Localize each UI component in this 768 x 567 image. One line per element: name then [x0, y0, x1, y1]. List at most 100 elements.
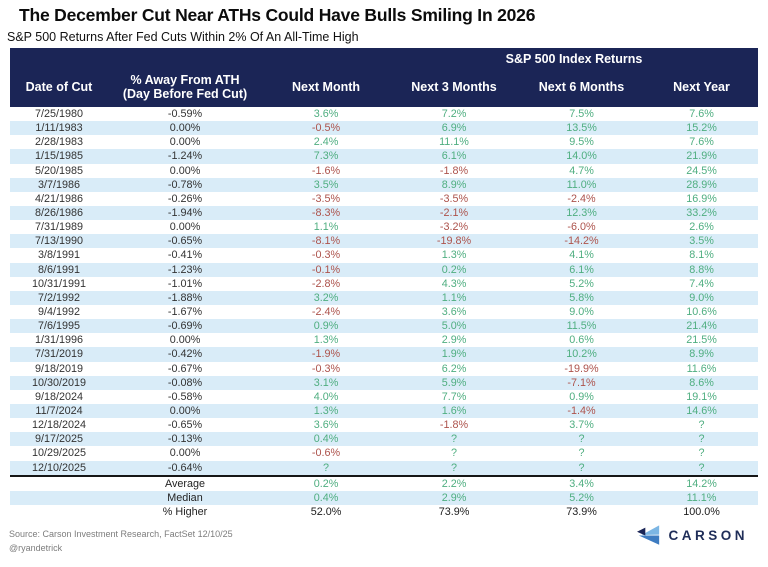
cell-date: 10/29/2025	[31, 447, 87, 460]
cell-date: 9/17/2025	[34, 433, 84, 446]
cell-next-6-months: 13.5%	[566, 122, 597, 135]
cell-next-month: -3.5%	[311, 192, 341, 205]
cell-next-3-months: 6.2%	[441, 362, 467, 375]
table-row: 8/26/1986 -1.94% -8.3% -2.1% 12.3% 33.2%	[10, 205, 758, 221]
column-header-next-3-months: Next 3 Months	[411, 80, 497, 94]
cell-away-from-ath: -0.65%	[167, 419, 203, 432]
cell-next-3-months: ?	[450, 433, 457, 446]
table-row: 1/11/1983 0.00% -0.5% 6.9% 13.5% 15.2%	[10, 121, 758, 136]
column-header-next-year: Next Year	[673, 80, 730, 94]
cell-date: 9/4/1992	[37, 306, 81, 319]
carson-logo: CARSON	[637, 525, 748, 546]
cell-date: 11/7/2024	[35, 405, 83, 418]
cell-next-year: 33.2%	[686, 207, 717, 220]
cell-next-3-months: 2.9%	[441, 491, 467, 504]
cell-next-year: 21.9%	[686, 150, 717, 163]
summary-row: Average 0.2% 2.2% 3.4% 14.2%	[10, 477, 758, 491]
cell-away-from-ath: -1.94%	[167, 207, 203, 220]
carson-logo-icon	[637, 525, 660, 545]
cell-next-6-months: 5.2%	[569, 491, 594, 504]
cell-next-year: 8.8%	[689, 263, 714, 276]
cell-next-year: 19.1%	[686, 390, 717, 403]
cell-date: 3/7/1986	[37, 178, 81, 191]
cell-next-year: 10.6%	[686, 306, 717, 319]
cell-date: 8/6/1991	[37, 263, 81, 276]
cell-date: 12/10/2025	[31, 461, 87, 474]
table-row: 7/2/1992 -1.88% 3.2% 1.1% 5.8% 9.0%	[10, 290, 758, 305]
cell-next-6-months: 73.9%	[566, 506, 597, 518]
cell-next-year: 9.0%	[689, 291, 714, 304]
cell-next-6-months: ?	[578, 461, 585, 474]
table-row: 4/21/1986 -0.26% -3.5% -3.5% -2.4% 16.9%	[10, 192, 758, 206]
summary-row: % Higher 52.0% 73.9% 73.9% 100.0%	[10, 505, 758, 519]
cell-away-from-ath: 0.00%	[169, 447, 201, 460]
summary-label: Median	[167, 491, 203, 504]
cell-date: 7/13/1990	[34, 235, 84, 248]
cell-next-month: 0.4%	[313, 491, 339, 504]
cell-date: 3/8/1991	[37, 249, 81, 262]
cell-next-6-months: 0.6%	[569, 334, 594, 347]
column-header-away: % Away From ATH (Day Before Fed Cut)	[122, 72, 248, 101]
chart-subtitle: S&P 500 Returns After Fed Cuts Within 2%…	[7, 30, 359, 44]
table-row: 1/15/1985 -1.24% 7.3% 6.1% 14.0% 21.9%	[10, 149, 758, 164]
cell-next-6-months: -1.4%	[567, 405, 596, 418]
cell-next-3-months: 2.2%	[441, 477, 467, 490]
cell-next-month: -1.6%	[311, 164, 341, 177]
cell-next-3-months: 7.7%	[441, 390, 467, 403]
cell-next-6-months: 11.5%	[566, 320, 597, 333]
cell-next-month: 0.9%	[313, 320, 339, 333]
cell-next-3-months: 0.2%	[441, 263, 467, 276]
cell-next-month: 3.2%	[313, 291, 339, 304]
cell-next-3-months: -2.1%	[439, 207, 469, 220]
cell-next-year: 24.5%	[686, 164, 717, 177]
cell-next-6-months: 4.1%	[569, 249, 594, 262]
cell-next-year: 21.4%	[686, 320, 717, 333]
cell-next-month: -0.3%	[311, 362, 341, 375]
cell-next-6-months: 3.7%	[569, 419, 594, 432]
cell-away-from-ath: 0.00%	[169, 405, 201, 418]
cell-next-6-months: 5.2%	[569, 277, 594, 290]
cell-away-from-ath: -1.24%	[167, 150, 203, 163]
cell-date: 7/2/1992	[37, 291, 81, 304]
cell-next-month: 4.0%	[313, 390, 339, 403]
cell-next-3-months: 8.9%	[441, 178, 467, 191]
cell-next-month: 3.1%	[313, 376, 339, 389]
cell-next-6-months: 0.9%	[569, 390, 594, 403]
table-row: 2/28/1983 0.00% 2.4% 11.1% 9.5% 7.6%	[10, 135, 758, 149]
cell-date: 12/18/2024	[31, 419, 87, 432]
cell-next-6-months: -2.4%	[567, 192, 596, 205]
cell-next-year: 2.6%	[689, 221, 714, 234]
cell-next-year: ?	[698, 419, 705, 432]
cell-next-3-months: ?	[450, 461, 457, 474]
cell-date: 7/25/1980	[34, 108, 84, 121]
cell-next-3-months: 5.0%	[441, 320, 467, 333]
cell-next-month: -0.5%	[311, 122, 341, 135]
cell-next-6-months: -19.9%	[564, 362, 599, 375]
cell-next-6-months: 12.3%	[566, 207, 597, 220]
cell-next-year: 11.1%	[686, 491, 717, 504]
summary-section: Average 0.2% 2.2% 3.4% 14.2% Median 0.4%…	[10, 474, 758, 519]
cell-next-year: 28.9%	[686, 178, 717, 191]
cell-date: 7/6/1995	[37, 320, 81, 333]
cell-next-3-months: 5.9%	[441, 376, 467, 389]
cell-away-from-ath: -1.23%	[167, 263, 203, 276]
cell-next-year: 3.5%	[689, 235, 714, 248]
cell-away-from-ath: -0.69%	[167, 320, 203, 333]
table-row: 8/6/1991 -1.23% -0.1% 0.2% 6.1% 8.8%	[10, 262, 758, 277]
cell-next-year: 8.1%	[689, 249, 714, 262]
table-row: 1/31/1996 0.00% 1.3% 2.9% 0.6% 21.5%	[10, 333, 758, 347]
cell-date: 7/31/1989	[34, 221, 84, 234]
cell-next-year: 21.5%	[686, 334, 717, 347]
cell-away-from-ath: -1.88%	[167, 291, 203, 304]
cell-next-3-months: 1.6%	[441, 405, 467, 418]
cell-date: 9/18/2019	[34, 362, 84, 375]
cell-next-year: ?	[698, 433, 705, 446]
cell-away-from-ath: -0.42%	[167, 348, 203, 361]
span-header-row: S&P 500 Index Returns	[10, 48, 758, 69]
cell-next-month: 0.4%	[313, 433, 339, 446]
cell-away-from-ath: -0.64%	[167, 461, 203, 474]
cell-next-month: 52.0%	[310, 506, 342, 518]
cell-next-6-months: -6.0%	[567, 221, 596, 234]
cell-next-3-months: 2.9%	[441, 334, 467, 347]
cell-away-from-ath: -0.59%	[167, 108, 203, 121]
